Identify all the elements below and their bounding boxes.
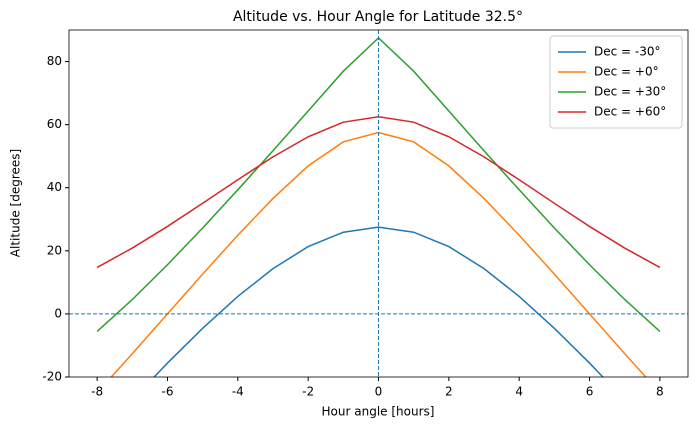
x-tick-label: -6 (161, 385, 173, 399)
y-tick-label: 0 (54, 306, 62, 320)
legend-box (549, 35, 683, 129)
legend-label: Dec = -30° (594, 45, 661, 59)
x-tick-label: 8 (656, 385, 664, 399)
legend-label: Dec = +30° (594, 85, 666, 99)
legend-label: Dec = +60° (594, 105, 666, 119)
legend-label: Dec = +0° (594, 65, 659, 79)
plot-area (69, 30, 688, 377)
y-tick-label: 40 (47, 180, 62, 194)
x-tick-label: 4 (515, 385, 523, 399)
y-axis-label: Altitude [degrees] (9, 149, 23, 257)
axes-frame (68, 29, 689, 378)
y-tick-label: 60 (47, 117, 62, 131)
y-tick-label: 20 (47, 243, 62, 257)
x-tick-label: 0 (375, 385, 383, 399)
chart-title: Altitude vs. Hour Angle for Latitude 32.… (233, 9, 523, 25)
x-tick-label: 2 (445, 385, 453, 399)
series-line (153, 226, 604, 377)
x-tick-label: -4 (232, 385, 244, 399)
y-tick-label: 80 (47, 54, 62, 68)
x-tick-label: -8 (91, 385, 103, 399)
x-axis-label: Hour angle [hours] (322, 405, 435, 419)
x-tick-label: 6 (586, 385, 594, 399)
y-tick-label: -20 (42, 370, 62, 384)
x-tick-label: -2 (302, 385, 314, 399)
